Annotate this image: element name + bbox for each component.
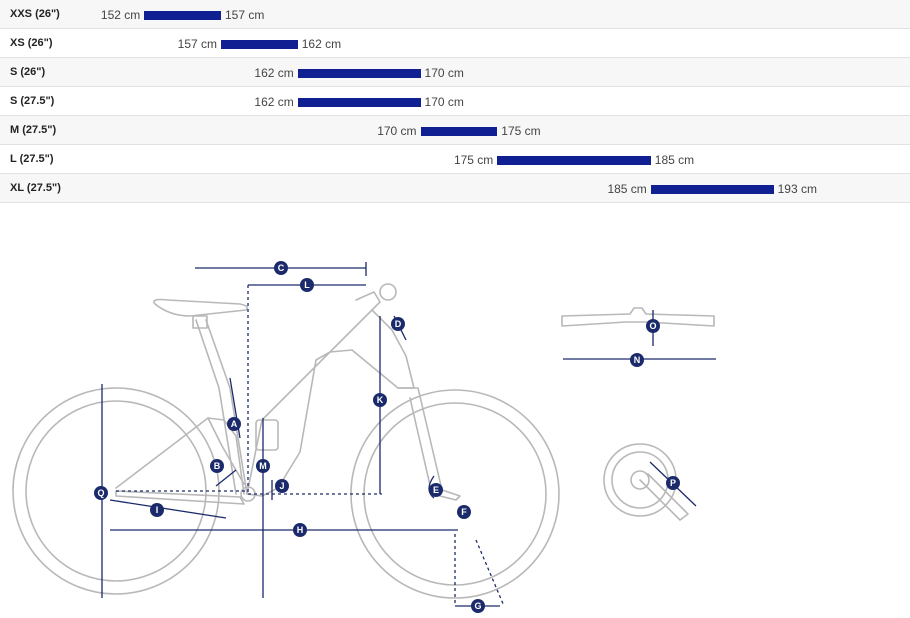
dimension-marker-i [150, 503, 164, 517]
dimension-letter-f: F [461, 507, 467, 517]
saddle [153, 298, 248, 317]
rear-shock [255, 419, 279, 451]
height-range-bar [221, 40, 298, 49]
dimension-letter-d: D [395, 319, 402, 329]
size-label: S (26") [10, 66, 46, 78]
height-range-bar [420, 127, 498, 136]
dimension-marker-e [429, 483, 443, 497]
front-triangle [246, 309, 415, 497]
dimension-marker-f [457, 505, 471, 519]
range-min-label: 152 cm [100, 8, 141, 22]
dimension-marker-b [210, 459, 224, 473]
dimension-letter-k: K [377, 395, 384, 405]
size-row: L (27.5") 175 cm 185 cm [0, 145, 910, 174]
dimension-letter-q: Q [97, 488, 104, 498]
rocker-link [207, 417, 245, 485]
seat-tube-back [195, 319, 237, 495]
size-row: S (26") 162 cm 170 cm [0, 58, 910, 87]
dimension-marker-g [471, 599, 485, 613]
dimension-marker-q [94, 486, 108, 500]
size-label: S (27.5") [10, 95, 55, 107]
dimension-marker-h [293, 523, 307, 537]
dimension-marker-m [256, 459, 270, 473]
range-max-label: 157 cm [225, 8, 265, 22]
dimension-letter-o: O [649, 321, 656, 331]
bike-geometry-diagram: A B C D E F G H I J K L M Q O N P [12, 261, 716, 613]
dimension-marker-p [666, 476, 680, 490]
dim-line-b [215, 469, 237, 487]
dimension-marker-j [275, 479, 289, 493]
height-range-bar [144, 11, 221, 20]
crank-spindle [630, 470, 650, 490]
dimension-marker-o [646, 319, 660, 333]
dimension-marker-k [373, 393, 387, 407]
range-min-label: 175 cm [453, 153, 494, 167]
size-row: XS (26") 157 cm 162 cm [0, 29, 910, 58]
dimension-letter-i: I [156, 505, 159, 515]
crank-arm [639, 473, 689, 521]
height-range-bar [297, 98, 421, 107]
size-row: XL (27.5") 185 cm 193 cm [0, 174, 910, 203]
range-max-label: 170 cm [424, 66, 464, 80]
range-max-label: 185 cm [654, 153, 695, 167]
stem [355, 291, 381, 311]
size-row: XXS (26") 152 cm 157 cm [0, 0, 910, 29]
bike-line-art [12, 283, 715, 599]
range-min-label: 185 cm [607, 182, 647, 196]
size-label: M (27.5") [10, 124, 57, 136]
height-range-bar [497, 156, 651, 165]
dimension-marker-c [274, 261, 288, 275]
seatpost-clamp [192, 315, 208, 329]
size-label: XXS (26") [10, 8, 60, 20]
dim-line-i [109, 499, 227, 519]
size-label: L (27.5") [10, 153, 54, 165]
height-range-bar [297, 69, 421, 78]
dimension-letter-l: L [304, 280, 310, 290]
dimension-letter-c: C [278, 263, 285, 273]
bar-end [379, 283, 397, 301]
seatstay [115, 417, 245, 495]
dimension-letter-m: M [259, 461, 267, 471]
range-max-label: 175 cm [501, 124, 541, 138]
range-min-label: 162 cm [254, 95, 294, 109]
dimension-letter-a: A [231, 419, 238, 429]
size-row: S (27.5") 162 cm 170 cm [0, 87, 910, 116]
dimension-marker-n [630, 353, 644, 367]
dimension-letter-n: N [634, 355, 641, 365]
dimension-letter-j: J [279, 481, 284, 491]
range-min-label: 162 cm [254, 66, 294, 80]
size-chart-table: XXS (26") 152 cm 157 cm XS (26") 157 cm 162 c… [0, 0, 910, 203]
dimension-letter-e: E [433, 485, 439, 495]
height-range-bar [650, 185, 774, 194]
range-min-label: 170 cm [377, 124, 417, 138]
dimension-markers: A B C D E F G H I J K L M Q O N P [94, 261, 680, 613]
dimension-letter-p: P [670, 478, 676, 488]
dimension-letter-g: G [474, 601, 481, 611]
range-max-label: 170 cm [424, 95, 464, 109]
range-max-label: 193 cm [777, 182, 817, 196]
dimension-marker-d [391, 317, 405, 331]
range-min-label: 157 cm [177, 37, 217, 51]
size-label: XS (26") [10, 37, 53, 49]
dimension-marker-a [227, 417, 241, 431]
dimension-letter-h: H [297, 525, 304, 535]
size-row: M (27.5") 170 cm 175 cm [0, 116, 910, 145]
range-max-label: 162 cm [301, 37, 342, 51]
size-label: XL (27.5") [10, 182, 61, 194]
dimension-marker-l [300, 278, 314, 292]
dimension-letter-b: B [214, 461, 221, 471]
chainstay [115, 490, 245, 505]
fork [397, 387, 461, 501]
seat-tube [205, 319, 248, 495]
dim-arc-e [428, 475, 435, 499]
handlebar-art [561, 307, 715, 327]
